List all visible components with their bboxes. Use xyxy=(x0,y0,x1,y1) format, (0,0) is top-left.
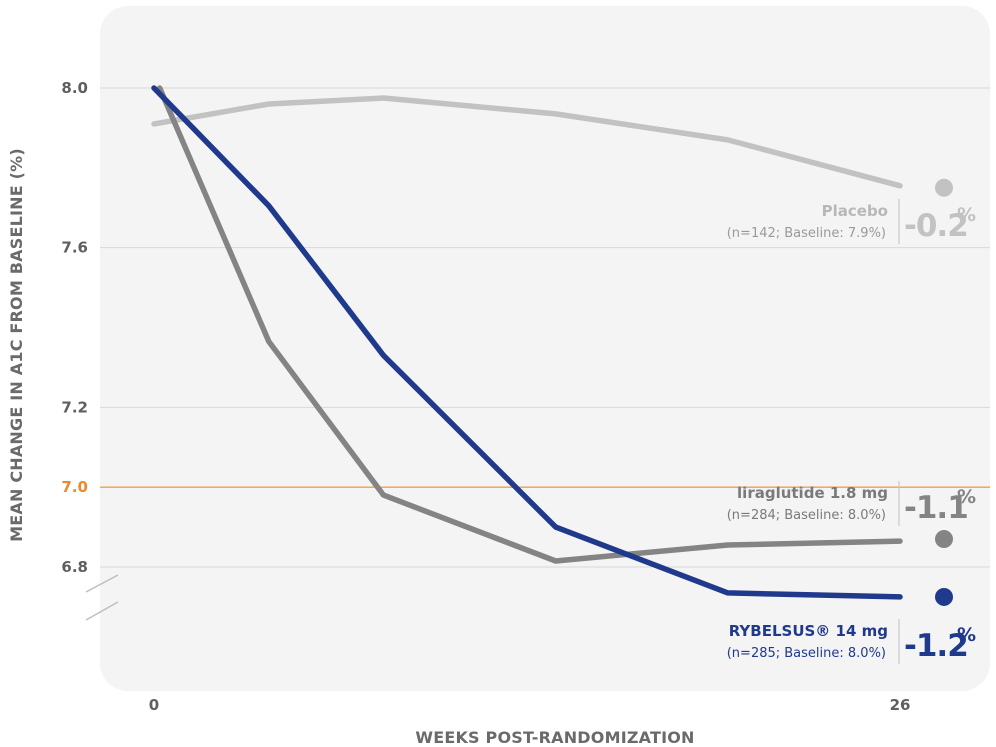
y-tick-label: 7.2 xyxy=(61,398,88,416)
series-label-unit-1: % xyxy=(957,486,976,508)
y-axis-title: MEAN CHANGE IN A1C FROM BASELINE (%) xyxy=(7,148,26,542)
series-label-value-1: -1.1 xyxy=(904,490,968,526)
series-end-marker-1 xyxy=(935,530,953,549)
series-label-name-0: Placebo xyxy=(822,202,888,220)
x-ticks: 0 26 xyxy=(149,696,911,714)
x-tick-label: 0 xyxy=(149,696,159,714)
series-line-2 xyxy=(151,85,903,600)
series-label-unit-0: % xyxy=(957,204,976,226)
axis-break xyxy=(85,574,119,621)
y-ticks: 8.0 7.6 7.2 7.0 6.8 xyxy=(61,79,88,576)
series-label-sub-2: (n=285; Baseline: 8.0%) xyxy=(727,646,886,661)
grid xyxy=(100,87,990,568)
series-label-sub-0: (n=142; Baseline: 7.9%) xyxy=(727,226,886,241)
series-label-unit-2: % xyxy=(957,624,976,646)
series-labels: Placebo (n=142; Baseline: 7.9%) -0.2% lirag… xyxy=(727,199,976,664)
y-tick-label: 7.0 xyxy=(61,478,88,496)
series-label-sub-1: (n=284; Baseline: 8.0%) xyxy=(727,508,886,523)
series-end-marker-2 xyxy=(935,587,953,606)
series-label-name-1: liraglutide 1.8 mg xyxy=(737,484,888,502)
series-label-name-2: RYBELSUS® 14 mg xyxy=(729,622,888,640)
series-end-marker-0 xyxy=(935,178,953,197)
y-tick-label: 6.8 xyxy=(61,558,88,576)
series-line-0 xyxy=(151,95,903,189)
y-tick-label: 8.0 xyxy=(61,79,88,97)
axis-break-mark-upper xyxy=(85,574,119,593)
x-axis-title: WEEKS POST-RANDOMIZATION xyxy=(415,728,694,747)
series-line-1 xyxy=(156,85,903,564)
series-label-value-2: -1.2 xyxy=(904,628,968,664)
x-tick-label: 26 xyxy=(890,696,911,714)
plot-background xyxy=(100,6,990,691)
series-label-value-0: -0.2 xyxy=(904,208,968,244)
series xyxy=(151,85,953,606)
axis-break-mark-lower xyxy=(85,601,119,621)
y-tick-label: 7.6 xyxy=(61,239,88,257)
